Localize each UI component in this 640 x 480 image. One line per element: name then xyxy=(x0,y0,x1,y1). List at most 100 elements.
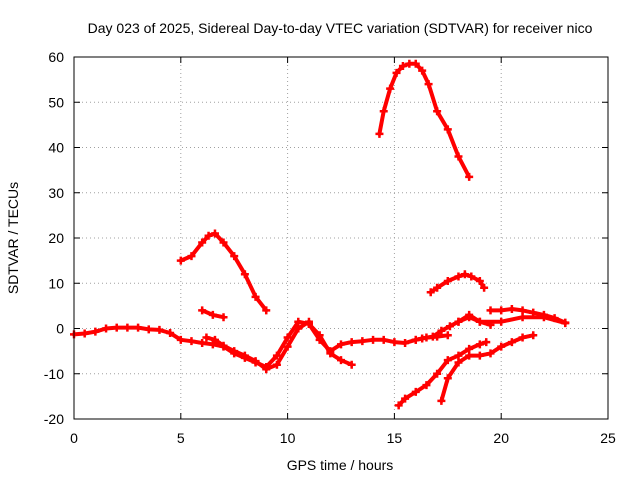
data-point xyxy=(392,68,401,77)
data-point xyxy=(369,335,378,344)
data-point xyxy=(518,306,527,315)
data-point xyxy=(475,276,484,285)
data-point xyxy=(230,252,239,261)
data-point xyxy=(433,107,442,116)
data-point xyxy=(198,338,207,347)
data-point xyxy=(460,270,469,279)
data-point xyxy=(394,401,403,410)
data-point xyxy=(337,356,345,365)
data-point xyxy=(411,335,420,344)
series-line-satellite-arc-6 xyxy=(377,61,472,179)
data-point xyxy=(467,272,476,281)
data-point xyxy=(375,129,384,138)
data-point xyxy=(443,331,452,340)
data-point xyxy=(497,317,506,326)
data-point xyxy=(497,306,506,315)
data-point xyxy=(283,342,292,351)
data-point xyxy=(454,351,463,360)
data-point xyxy=(347,360,356,369)
series-line-satellite-arc-12 xyxy=(439,333,536,403)
data-point xyxy=(272,360,281,369)
data-point xyxy=(379,107,388,116)
data-point xyxy=(465,351,474,360)
y-tick-label: 20 xyxy=(48,230,64,246)
data-point xyxy=(240,270,249,279)
data-point xyxy=(176,335,185,344)
data-point xyxy=(102,324,111,333)
data-point xyxy=(208,340,217,349)
data-point xyxy=(176,256,185,265)
x-axis-label: GPS time / hours xyxy=(287,457,394,473)
data-point xyxy=(482,338,491,347)
data-point xyxy=(219,238,228,247)
data-point xyxy=(411,387,420,396)
data-point xyxy=(187,337,196,346)
data-point xyxy=(454,152,463,161)
data-point xyxy=(210,335,219,344)
data-point xyxy=(443,374,452,383)
data-point xyxy=(433,369,442,378)
data-point xyxy=(347,338,356,347)
series-line-satellite-arc-11 xyxy=(396,340,489,408)
data-point xyxy=(166,329,175,338)
y-axis-label: SDTVAR / TECUs xyxy=(5,182,21,294)
data-point xyxy=(475,317,484,326)
data-point xyxy=(486,349,495,358)
data-point xyxy=(326,349,335,358)
data-point xyxy=(443,276,452,285)
data-point xyxy=(497,342,506,351)
data-point xyxy=(262,365,271,374)
data-point xyxy=(198,238,207,247)
data-point xyxy=(155,325,164,334)
x-tick-label: 10 xyxy=(280,430,296,446)
y-tick-label: -20 xyxy=(44,411,64,427)
data-point xyxy=(187,252,196,261)
data-point xyxy=(219,313,228,322)
data-point xyxy=(386,84,395,93)
data-point xyxy=(475,340,484,349)
x-tick-label: 25 xyxy=(600,430,616,446)
data-point xyxy=(422,381,431,390)
data-point xyxy=(219,341,228,350)
data-point xyxy=(204,231,213,240)
data-series xyxy=(70,59,570,410)
data-point xyxy=(358,337,367,346)
data-point xyxy=(230,347,239,356)
data-point xyxy=(550,314,559,323)
data-point xyxy=(480,283,489,292)
data-point xyxy=(507,338,516,347)
data-point xyxy=(304,319,313,328)
data-point xyxy=(202,333,211,342)
x-tick-label: 0 xyxy=(70,430,78,446)
data-point xyxy=(294,324,303,333)
data-point xyxy=(411,59,420,68)
data-point xyxy=(475,351,484,360)
data-point xyxy=(80,329,89,338)
y-tick-label: 60 xyxy=(48,49,64,65)
data-point xyxy=(433,283,442,292)
series-line-satellite-arc-4 xyxy=(178,231,269,313)
data-point xyxy=(454,317,463,326)
grid xyxy=(74,57,608,419)
data-point xyxy=(445,322,454,331)
data-point xyxy=(518,313,527,322)
data-point xyxy=(529,331,538,340)
y-tick-label: 10 xyxy=(48,275,64,291)
data-point xyxy=(529,308,538,317)
data-point xyxy=(454,272,463,281)
data-point xyxy=(112,323,121,332)
data-point xyxy=(437,326,446,335)
data-point xyxy=(134,323,143,332)
data-point xyxy=(443,125,452,134)
x-tick-label: 15 xyxy=(387,430,403,446)
data-point xyxy=(283,333,292,342)
data-point xyxy=(539,310,548,319)
y-tick-label: 40 xyxy=(48,140,64,156)
data-point xyxy=(424,80,433,89)
data-point xyxy=(428,332,437,341)
data-point xyxy=(315,331,324,340)
data-point xyxy=(443,356,452,365)
data-point xyxy=(390,338,399,347)
data-point xyxy=(210,229,219,238)
